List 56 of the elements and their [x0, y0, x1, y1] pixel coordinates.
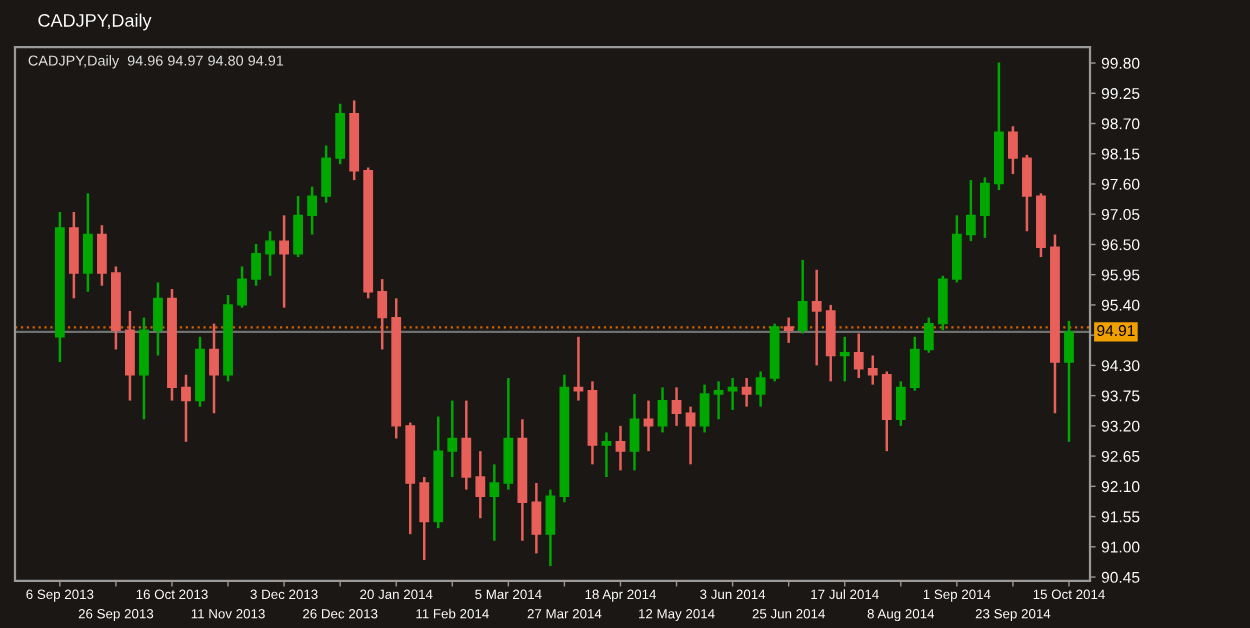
- candlestick: [125, 309, 135, 402]
- candlestick: [153, 281, 163, 357]
- candlestick: [307, 185, 318, 236]
- candlestick: [96, 223, 107, 287]
- candlestick: [853, 332, 864, 380]
- candlestick: [727, 376, 738, 412]
- candlestick: [629, 392, 640, 472]
- candlestick: [839, 335, 850, 383]
- candlestick: [867, 354, 878, 386]
- candlestick: [965, 178, 976, 243]
- candlestick: [503, 376, 514, 491]
- candlestick: [741, 376, 752, 408]
- candlestick: [713, 380, 724, 421]
- candlestick: [783, 316, 794, 345]
- candlestick: [489, 463, 500, 543]
- candlestick: [461, 399, 472, 491]
- candlestick: [937, 274, 948, 332]
- candlestick: [335, 102, 346, 166]
- candlestick: [447, 399, 458, 479]
- candlestick: [531, 481, 542, 555]
- candlestick: [545, 488, 556, 568]
- candlestick: [475, 449, 486, 520]
- candlestick: [671, 386, 682, 428]
- candlestick: [811, 268, 822, 367]
- candlestick: [825, 303, 836, 383]
- candlestick: [685, 405, 696, 466]
- candlestick: [279, 214, 290, 309]
- candlestick: [209, 322, 219, 415]
- candlestick: [1022, 153, 1032, 233]
- candlestick: [1008, 125, 1018, 176]
- candlestick: [615, 424, 626, 472]
- candlestick: [139, 316, 149, 421]
- chart-title: CADJPY,Daily: [38, 13, 152, 31]
- candlestick: [699, 383, 710, 434]
- candlestick: [237, 265, 247, 309]
- candlestick: [923, 316, 934, 355]
- candlestick: [265, 230, 275, 278]
- candlestick: [251, 242, 261, 287]
- candlestick: [657, 386, 668, 434]
- candlestick: [181, 373, 191, 444]
- candlestick: [321, 144, 332, 204]
- candlestick: [601, 431, 612, 479]
- candlestick: [419, 475, 430, 562]
- candlestick: [82, 192, 93, 293]
- candlestick: [755, 370, 766, 408]
- candlestick: [293, 194, 304, 259]
- candlestick: [68, 210, 79, 300]
- candlestick: [979, 176, 990, 240]
- candlestick: [1064, 319, 1074, 444]
- candlestick: [881, 370, 892, 453]
- candlestick: [909, 335, 920, 392]
- candlestick: [895, 380, 906, 428]
- candlestick: [643, 399, 654, 453]
- candlestick: [951, 214, 962, 284]
- candlestick: [377, 277, 388, 351]
- candlestick: [797, 258, 808, 335]
